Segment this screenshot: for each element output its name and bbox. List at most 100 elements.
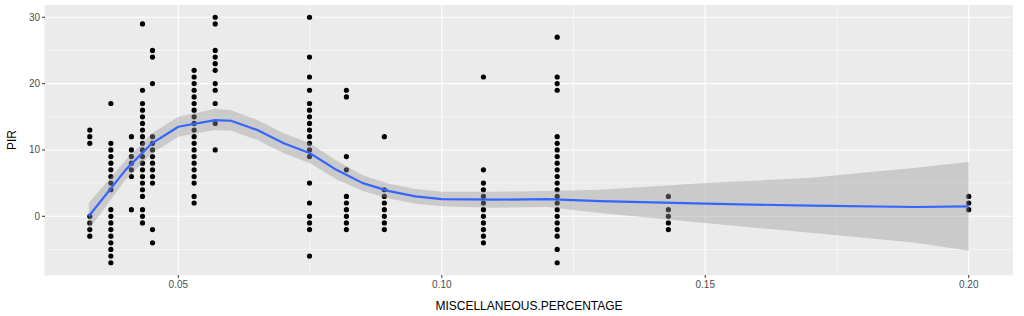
tick: [42, 17, 45, 18]
point: [213, 88, 218, 93]
point: [140, 21, 145, 26]
point: [192, 141, 197, 146]
point: [108, 141, 113, 146]
point: [307, 127, 312, 132]
y-axis-title: PIR: [5, 130, 19, 150]
point: [140, 220, 145, 225]
point: [307, 200, 312, 205]
point: [382, 214, 387, 219]
point: [307, 220, 312, 225]
point: [192, 200, 197, 205]
point: [555, 154, 560, 159]
confidence-band: [89, 109, 969, 251]
tick: [441, 275, 442, 278]
point: [344, 214, 349, 219]
point: [192, 94, 197, 99]
point: [213, 81, 218, 86]
point: [108, 101, 113, 106]
point: [307, 101, 312, 106]
point: [192, 154, 197, 159]
point: [213, 48, 218, 53]
point: [555, 247, 560, 252]
tick: [705, 275, 706, 278]
point: [140, 88, 145, 93]
point: [108, 220, 113, 225]
point: [140, 121, 145, 126]
point: [129, 147, 134, 152]
point: [344, 227, 349, 232]
minor-grid-line: [45, 50, 1013, 51]
point: [108, 154, 113, 159]
point: [555, 134, 560, 139]
background: [0, 0, 1024, 316]
point: [150, 181, 155, 186]
point: [140, 194, 145, 199]
point: [108, 234, 113, 239]
point: [307, 181, 312, 186]
point: [192, 108, 197, 113]
point: [108, 161, 113, 166]
point: [481, 220, 486, 225]
point: [192, 134, 197, 139]
point: [555, 161, 560, 166]
point: [307, 108, 312, 113]
point: [140, 207, 145, 212]
point: [192, 68, 197, 73]
tick-label: 10: [29, 144, 41, 155]
point: [213, 68, 218, 73]
tick-label: 0.15: [696, 279, 716, 290]
point: [108, 253, 113, 258]
point: [192, 167, 197, 172]
tick-label: 0.05: [169, 279, 189, 290]
point: [307, 134, 312, 139]
point: [481, 187, 486, 192]
point: [555, 220, 560, 225]
point: [481, 214, 486, 219]
point: [307, 15, 312, 20]
x-axis-title: MISCELLANEOUS.PERCENTAGE: [435, 299, 622, 313]
point: [344, 88, 349, 93]
point: [108, 207, 113, 212]
point: [87, 234, 92, 239]
point: [307, 121, 312, 126]
point: [481, 234, 486, 239]
point: [192, 101, 197, 106]
y-axis-line: [45, 5, 46, 275]
point: [140, 114, 145, 119]
grid: [45, 5, 1013, 275]
point: [192, 194, 197, 199]
plot-panel: [45, 5, 1013, 275]
point: [344, 94, 349, 99]
point: [129, 134, 134, 139]
point: [382, 207, 387, 212]
point: [150, 48, 155, 53]
tick-label: 0.10: [432, 279, 452, 290]
smooth-line: [89, 120, 969, 216]
point: [213, 15, 218, 20]
point: [140, 187, 145, 192]
point: [555, 234, 560, 239]
point: [108, 147, 113, 152]
grid-line: [441, 5, 442, 275]
point: [150, 227, 155, 232]
tick: [42, 149, 45, 150]
grid-line: [705, 5, 706, 275]
point: [192, 174, 197, 179]
point: [666, 227, 671, 232]
point: [150, 81, 155, 86]
point: [344, 220, 349, 225]
point: [382, 134, 387, 139]
tick-label: 30: [29, 12, 41, 23]
point: [140, 181, 145, 186]
point: [555, 81, 560, 86]
point: [108, 227, 113, 232]
x-axis-line: [45, 275, 1013, 276]
point: [192, 161, 197, 166]
point: [555, 147, 560, 152]
point: [213, 147, 218, 152]
point: [140, 214, 145, 219]
minor-grid-line: [45, 249, 1013, 250]
point: [213, 21, 218, 26]
point: [344, 194, 349, 199]
point: [192, 181, 197, 186]
